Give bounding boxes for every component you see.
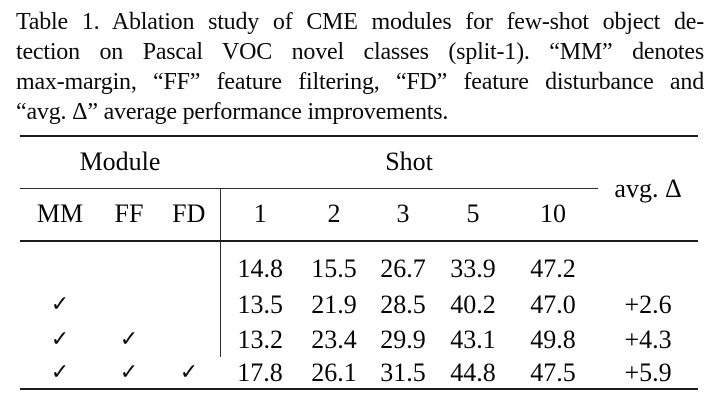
module-group-header: Module	[20, 136, 221, 189]
table-row-mm-ff: ✓ ✓ 13.2 23.4 29.9 43.1 49.8 +4.3	[20, 322, 698, 357]
avg-delta-value	[598, 241, 698, 287]
ff-check-cell: ✓	[119, 327, 139, 352]
fd-check-cell	[158, 241, 220, 287]
avg-delta-value: +4.3	[624, 324, 672, 354]
table-row-mm-ff-fd: ✓ ✓ ✓ 17.8 26.1 31.5 44.8 47.5 +5.9	[20, 357, 698, 389]
ff-check-cell	[100, 241, 158, 287]
table-row-mm: ✓ 13.5 21.9 28.5 40.2 47.0 +2.6	[20, 287, 698, 322]
group-header-row: Module Shot avg. Δ	[20, 136, 699, 242]
fd-check-cell	[158, 287, 220, 322]
col-header-shot-10: 10	[508, 188, 599, 242]
caption-line-3: max-margin, “FF” feature filtering, “FD”…	[16, 69, 704, 95]
table-caption: Table 1. Ablation study of CME modules f…	[16, 7, 704, 127]
shot-1-value-best: 17.8	[237, 357, 283, 387]
shot-5-value: 33.9	[450, 253, 496, 283]
mm-check-cell	[20, 241, 100, 287]
col-header-fd: FD	[158, 188, 221, 242]
shot-10-value: 47.5	[530, 357, 576, 387]
shot-3-value-best: 31.5	[380, 357, 426, 387]
shot-10-value: 47.2	[530, 253, 576, 283]
shot-3-value: 29.9	[380, 324, 426, 354]
shot-2-value: 15.5	[311, 253, 357, 283]
col-header-ff: FF	[100, 188, 158, 242]
avg-delta-header: avg. Δ	[598, 136, 699, 242]
col-header-shot-3: 3	[368, 188, 439, 242]
shot-5-value: 40.2	[450, 289, 496, 319]
caption-line-1: Table 1. Ablation study of CME modules f…	[16, 9, 704, 35]
shot-3-value: 26.7	[380, 253, 426, 283]
shot-10-value-best: 49.8	[530, 324, 576, 354]
col-header-shot-5: 5	[438, 188, 509, 242]
mm-check-cell: ✓	[50, 360, 70, 385]
avg-delta-value: +2.6	[624, 289, 672, 319]
fd-check-cell: ✓	[179, 360, 199, 385]
col-header-mm: MM	[20, 188, 100, 242]
shot-5-value-best: 44.8	[450, 357, 496, 387]
shot-group-header: Shot	[220, 136, 599, 189]
avg-delta-value-best: +5.9	[624, 357, 672, 387]
caption-line-4: “avg. Δ” average performance improvement…	[16, 99, 449, 125]
shot-1-value: 13.5	[219, 287, 301, 322]
mm-check-cell: ✓	[50, 327, 70, 352]
caption-line-2: tection on Pascal VOC novel classes (spl…	[16, 39, 704, 65]
shot-10-value: 47.0	[530, 289, 576, 319]
shot-1-value: 14.8	[219, 241, 301, 287]
shot-2-value: 23.4	[311, 324, 357, 354]
col-header-shot-2: 2	[300, 188, 369, 242]
col-header-shot-1: 1	[219, 188, 301, 242]
shot-2-value-best: 26.1	[311, 357, 357, 387]
shot-3-value: 28.5	[380, 289, 426, 319]
column-header-row: MM FF FD 1 2 3 5 10	[20, 188, 698, 242]
mm-check-cell: ✓	[50, 292, 70, 317]
shot-2-value: 21.9	[311, 289, 357, 319]
shot-5-value: 43.1	[450, 324, 496, 354]
ff-check-cell: ✓	[119, 360, 139, 385]
table-row-baseline: 14.8 15.5 26.7 33.9 47.2	[20, 241, 698, 287]
ff-check-cell	[100, 287, 158, 322]
shot-1-value: 13.2	[219, 322, 301, 357]
fd-check-cell	[158, 322, 220, 357]
ablation-table: Module Shot avg. Δ MM FF FD 1 2 3 5 10 1…	[20, 135, 699, 390]
